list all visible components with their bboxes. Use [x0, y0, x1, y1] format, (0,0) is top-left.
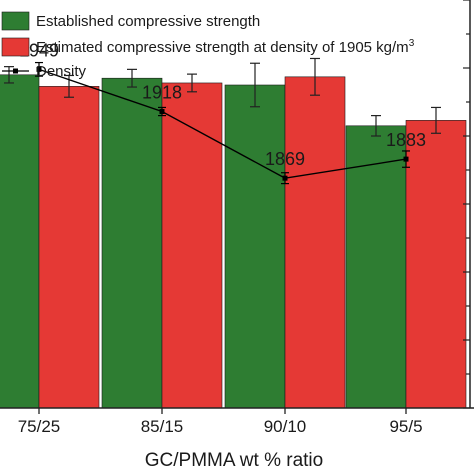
- error-bars-layer: [4, 57, 441, 137]
- x-tick-label-1: 85/15: [141, 417, 184, 436]
- density-line: [38, 68, 407, 179]
- legend-swatch-established: [1, 11, 30, 31]
- legend-swatch-estimated: [1, 37, 30, 57]
- legend-label-estimated-text: Estimated compressive strength at densit…: [36, 39, 409, 56]
- legend-label-established: Established compressive strength: [36, 13, 260, 30]
- legend-density-marker: [13, 68, 18, 74]
- density-point-3: [403, 156, 409, 162]
- x-tick-label-0: 75/25: [18, 417, 61, 436]
- bar-estimated-0: [38, 86, 100, 409]
- x-tick-label-3: 95/5: [389, 417, 422, 436]
- density-label-1: 1918: [142, 83, 182, 103]
- legend-label-density: Density: [36, 63, 87, 80]
- bar-established-0: [0, 74, 40, 409]
- legend: Established compressive strength Estimat…: [1, 11, 415, 80]
- x-tick-label-2: 90/10: [264, 417, 307, 436]
- x-axis-ticks: [38, 408, 407, 414]
- bar-established-2: [224, 84, 286, 409]
- density-point-2: [282, 175, 288, 181]
- bar-established-1: [101, 77, 163, 409]
- bars-layer: [0, 74, 467, 409]
- density-label-3: 1883: [386, 130, 426, 150]
- x-tick-labels: 75/25 85/15 90/10 95/5: [18, 417, 423, 436]
- bar-estimated-2: [284, 76, 346, 409]
- x-axis-title: GC/PMMA wt % ratio: [145, 450, 323, 471]
- density-label-2: 1869: [265, 149, 305, 169]
- bar-estimated-1: [161, 82, 223, 409]
- bar-established-3: [345, 125, 407, 409]
- legend-label-estimated: Estimated compressive strength at densit…: [36, 38, 415, 56]
- bar-estimated-3: [405, 120, 467, 409]
- density-point-1: [159, 109, 165, 115]
- legend-label-estimated-superscript: 3: [409, 38, 415, 49]
- density-point-0: [36, 66, 42, 72]
- right-axis-ticks: [463, 0, 470, 409]
